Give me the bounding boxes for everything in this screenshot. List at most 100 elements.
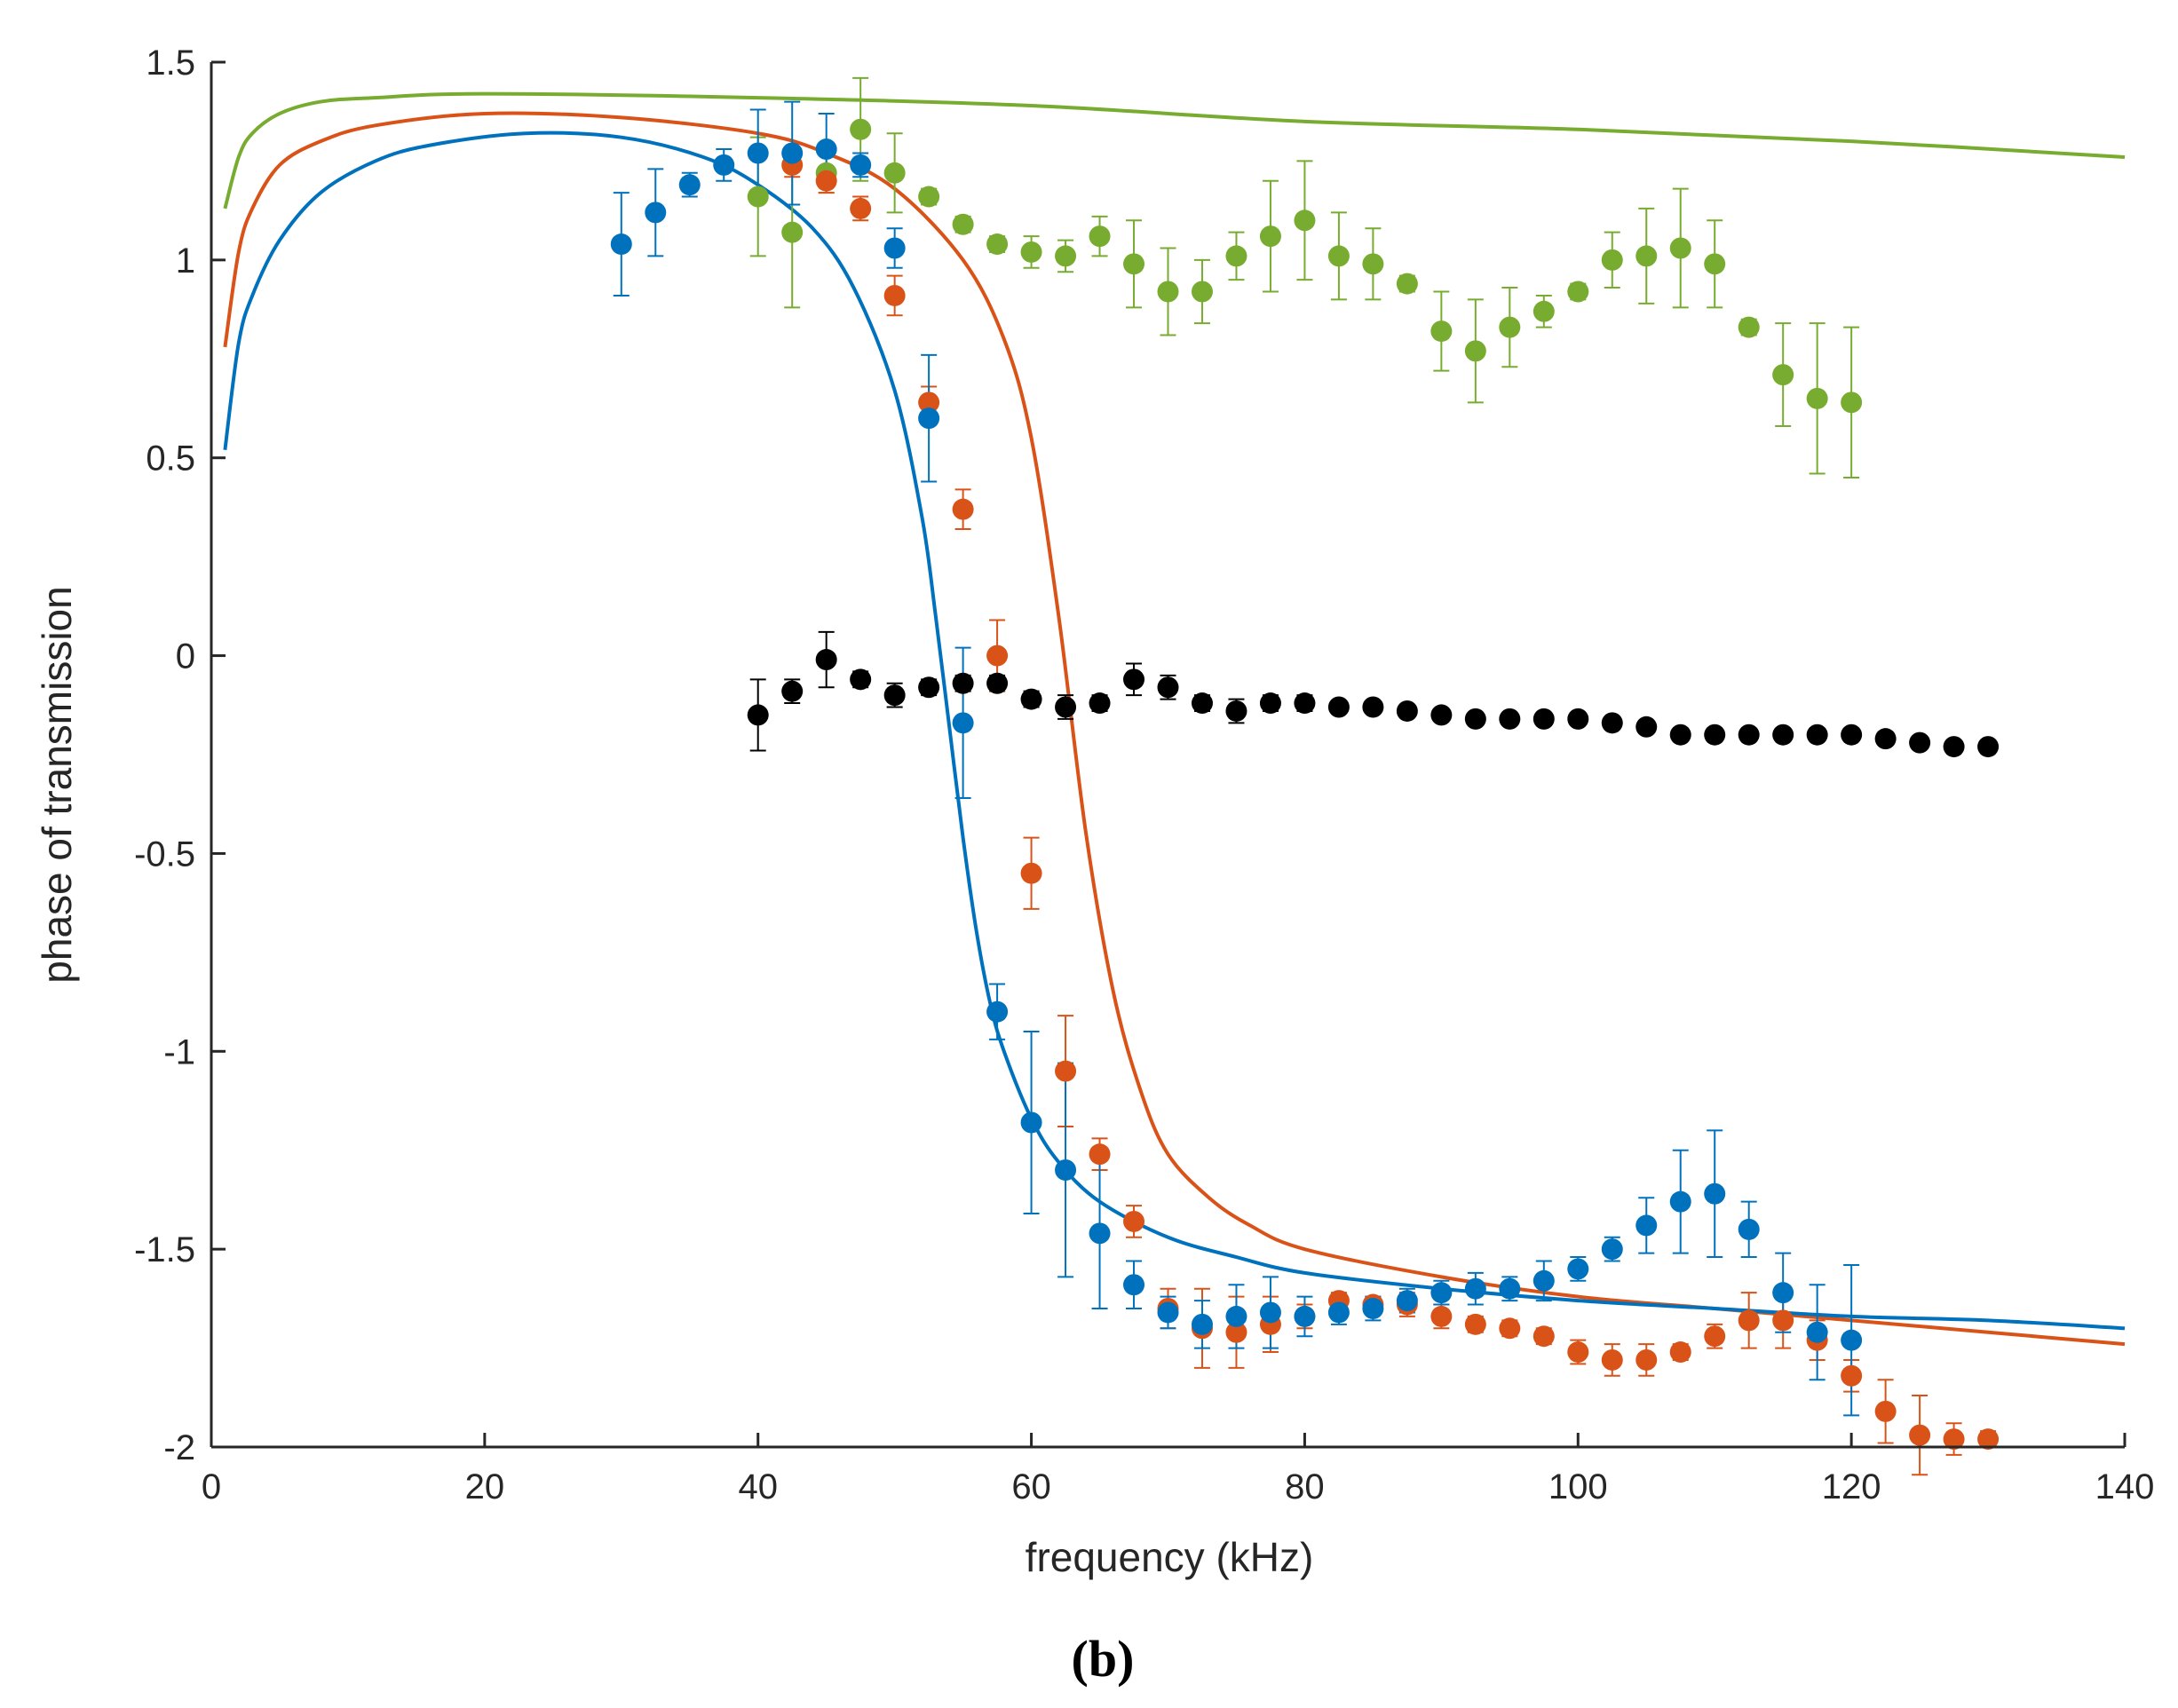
blue-data-point <box>678 174 701 196</box>
black-data-point <box>1909 731 1931 754</box>
black-data-point <box>1055 696 1077 718</box>
green-data-point <box>1806 387 1828 409</box>
green-data-point <box>952 213 974 235</box>
blue-data-point <box>1704 1182 1726 1205</box>
y-tick-label: -1 <box>163 1032 195 1071</box>
blue-data-point <box>850 154 872 176</box>
black-data-point <box>815 649 837 671</box>
green-data-point <box>1294 210 1316 232</box>
orange-data-point <box>1225 1321 1247 1343</box>
orange-data-point <box>1533 1325 1555 1348</box>
blue-data-point <box>1533 1269 1555 1292</box>
green-data-point <box>1020 241 1042 263</box>
green-data-point <box>1327 245 1350 267</box>
blue-fit-curve <box>223 130 2126 1331</box>
orange-data-point <box>1499 1317 1521 1340</box>
black-data-point <box>1669 724 1691 746</box>
orange-data-point <box>952 498 974 520</box>
green-data-point <box>1362 253 1384 275</box>
green-data-point <box>1738 316 1760 338</box>
black-data-point <box>1157 676 1179 699</box>
black-data-point <box>1020 688 1042 710</box>
black-data-point <box>781 680 804 702</box>
orange-data-point <box>1464 1313 1486 1335</box>
orange-data-point <box>1874 1400 1897 1422</box>
black-data-point <box>1430 704 1453 726</box>
orange-data-point <box>1704 1325 1726 1348</box>
figure-caption: (b) <box>1072 1630 1135 1688</box>
black-data-point <box>1499 708 1521 730</box>
orange-data-point <box>850 197 872 219</box>
black-data-point <box>1738 724 1760 746</box>
black-data-point <box>1567 708 1589 730</box>
y-tick-label: -2 <box>163 1428 195 1467</box>
green-data-point <box>1669 237 1691 259</box>
green-data-point <box>1430 320 1453 343</box>
blue-data-point <box>1669 1190 1691 1213</box>
black-data-point <box>1841 724 1863 746</box>
blue-data-point <box>781 142 804 164</box>
black-data-point <box>986 672 1009 694</box>
green-data-point <box>1123 253 1145 275</box>
y-tick-label: -0.5 <box>134 834 195 874</box>
x-tick-label: 40 <box>738 1467 778 1506</box>
green-data-point <box>1464 340 1486 362</box>
y-tick-label: 1.5 <box>146 43 195 83</box>
blue-data-point <box>1464 1277 1486 1300</box>
green-data-point <box>918 186 940 208</box>
orange-fit-curve <box>223 111 2126 1347</box>
green-data-point <box>1396 273 1418 295</box>
blue-data-point <box>1225 1305 1247 1327</box>
blue-data-point <box>1294 1305 1316 1327</box>
x-tick-label: 80 <box>1285 1467 1325 1506</box>
orange-data-point <box>1601 1348 1623 1371</box>
orange-data-point <box>883 284 906 306</box>
blue-data-point <box>713 154 735 176</box>
orange-data-point <box>815 170 837 192</box>
green-data-point <box>850 118 872 140</box>
green-data-point <box>1499 316 1521 338</box>
green-data-point <box>1055 245 1077 267</box>
blue-data-point <box>1020 1111 1042 1134</box>
blue-data-point <box>1089 1222 1111 1245</box>
black-data-point <box>918 676 940 699</box>
black-data-point <box>883 684 906 707</box>
black-data-point <box>1635 716 1658 738</box>
black-data-point <box>850 668 872 691</box>
blue-data-point <box>883 237 906 259</box>
orange-data-point <box>1943 1428 1965 1451</box>
blue-data-point <box>1362 1298 1384 1319</box>
y-tick-label: 0.5 <box>146 439 195 478</box>
green-data-point <box>1704 253 1726 275</box>
orange-data-point <box>1841 1364 1863 1387</box>
orange-data-point <box>1567 1341 1589 1364</box>
green-data-point <box>1601 249 1623 271</box>
black-data-point <box>1806 724 1828 746</box>
orange-data-point <box>1738 1309 1760 1332</box>
black-data-point <box>952 672 974 694</box>
green-data-point <box>1225 245 1247 267</box>
green-data-point <box>1533 300 1555 322</box>
orange-data-point <box>1977 1428 2000 1451</box>
blue-data-point <box>1123 1274 1145 1296</box>
black-data-point <box>1772 724 1794 746</box>
blue-data-point <box>1841 1329 1863 1351</box>
y-ticks: -2 -1.5 -1 -0.5 0 0.5 1 1.5 <box>134 43 226 1467</box>
green-data-point <box>1259 225 1281 248</box>
x-tick-label: 140 <box>2095 1467 2155 1506</box>
black-data-point <box>1191 692 1213 715</box>
green-data-point <box>1191 281 1213 303</box>
blue-data-point <box>1157 1301 1179 1324</box>
green-fit-curve <box>223 91 2126 210</box>
orange-data-point <box>1430 1305 1453 1327</box>
green-data-point <box>747 186 769 208</box>
black-data-point <box>1464 708 1486 730</box>
blue-data-point <box>1259 1301 1281 1324</box>
x-tick-label: 120 <box>1822 1467 1881 1506</box>
y-tick-label: 1 <box>176 241 195 281</box>
green-data-point <box>1567 281 1589 303</box>
orange-data-point <box>1089 1143 1111 1166</box>
blue-data-point <box>952 712 974 734</box>
blue-data-point <box>815 138 837 161</box>
